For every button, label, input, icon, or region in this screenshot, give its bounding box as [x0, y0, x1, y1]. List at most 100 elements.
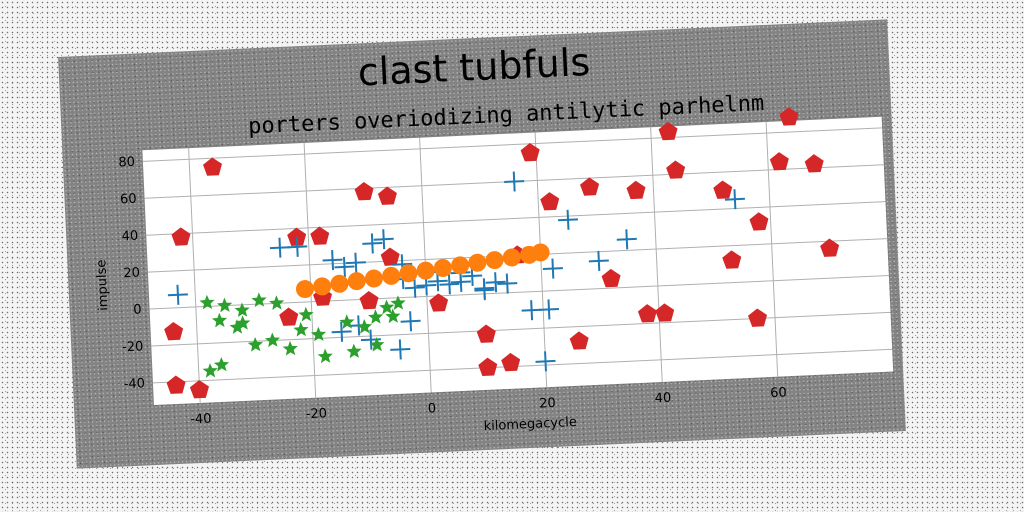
star-point: [229, 319, 245, 334]
y-tick-label: 40: [121, 229, 138, 245]
plus-point: [588, 250, 609, 271]
star-point: [390, 295, 406, 310]
x-tick-label: 0: [427, 401, 436, 416]
pentagon-point: [626, 180, 646, 200]
star-point: [199, 294, 215, 310]
pentagon-point: [769, 152, 789, 171]
x-grid-line: [765, 121, 779, 377]
pentagon-point: [637, 304, 657, 323]
pentagon-point: [713, 180, 733, 199]
star-point: [202, 363, 218, 378]
plus-point-v: [370, 233, 374, 254]
plus-point-v: [354, 252, 358, 273]
plus-point: [404, 277, 425, 298]
circle-point: [347, 272, 366, 291]
x-tick-label: 20: [539, 396, 556, 412]
star-point: [213, 356, 230, 372]
circle-point: [485, 251, 504, 270]
x-grid-line: [650, 127, 663, 382]
plus-point: [390, 339, 411, 360]
star-point: [264, 332, 281, 348]
x-axis-label: kilomegacycle: [483, 415, 577, 434]
x-tick-label: 40: [654, 391, 671, 407]
x-tick-label: -20: [305, 406, 327, 422]
circle-point: [433, 258, 452, 277]
star-point: [298, 306, 314, 322]
plus-point-v: [544, 351, 547, 372]
plus-point: [542, 258, 563, 279]
plus-point: [167, 284, 188, 305]
plus-point-v: [340, 321, 344, 342]
pentagon-point: [569, 331, 589, 350]
pentagon-point: [359, 290, 379, 310]
plus-point-v: [551, 258, 555, 279]
plus-point: [322, 250, 343, 271]
circle-point: [531, 243, 550, 262]
circle-point: [382, 266, 401, 285]
pentagon-point: [804, 154, 824, 173]
pentagon-point: [166, 375, 186, 394]
x-grid-line: [303, 142, 317, 398]
y-grid-line: [142, 127, 883, 162]
pentagon-point: [748, 308, 768, 327]
circle-point: [330, 274, 349, 293]
plus-point-v: [382, 229, 386, 250]
plus-point-v: [176, 284, 180, 305]
star-point: [346, 343, 362, 359]
pentagon-point: [380, 247, 400, 266]
plus-point: [334, 256, 355, 277]
tick-labels: -40 -20 0 20 40 60 -40 -20 0 20 40 60 80: [118, 155, 787, 428]
pentagon-point: [279, 307, 299, 326]
pentagon-point: [310, 226, 330, 245]
plus-point: [521, 300, 542, 321]
star-point: [293, 321, 309, 337]
plus-point-v: [733, 189, 737, 210]
circle-point: [295, 280, 314, 299]
plus-point-v: [331, 250, 335, 271]
circle-point: [468, 253, 487, 272]
star-point: [211, 312, 228, 328]
plus-point-v: [447, 274, 451, 295]
pentagon-point: [655, 303, 675, 322]
plus-point-v: [482, 278, 486, 299]
star-point: [356, 319, 373, 334]
pentagon-point: [520, 143, 540, 162]
plus-point-v: [547, 299, 551, 320]
plus-point-v: [505, 273, 509, 294]
star-point: [282, 340, 298, 356]
star-point: [369, 336, 385, 352]
pentagon-point: [377, 186, 397, 205]
pentagon-point: [189, 380, 209, 399]
plus-point: [400, 311, 421, 332]
plus-point: [269, 237, 290, 258]
plus-point-v: [278, 237, 282, 258]
y-tick-label: 80: [118, 155, 135, 171]
plus-point: [373, 229, 394, 250]
plus-point: [331, 321, 352, 342]
pentagon-point: [666, 160, 686, 179]
pentagon-point: [749, 212, 769, 231]
circle-point: [399, 264, 418, 283]
chart-title: clast tubfuls: [357, 40, 591, 94]
pentagon-point: [580, 177, 600, 196]
pentagon-point: [429, 293, 449, 312]
chart-figure: clast tubfuls porters overiodizing antil…: [58, 19, 906, 469]
pentagon-point: [722, 250, 742, 269]
pentagon-point: [601, 268, 621, 288]
y-grid-line: [146, 201, 886, 236]
y-tick-label: 20: [123, 266, 140, 282]
plus-point-v: [409, 311, 413, 332]
y-tick-label: -20: [122, 339, 144, 355]
star-point: [234, 302, 250, 318]
star-point: [251, 292, 267, 308]
circle-point: [502, 248, 521, 267]
pentagon-point: [287, 227, 307, 246]
plus-point: [535, 351, 556, 372]
circle-point: [416, 261, 435, 280]
star-point: [235, 315, 251, 331]
star-point: [385, 308, 401, 324]
plus-point-v: [398, 339, 402, 360]
plus-point-v: [369, 329, 373, 350]
y-grid-line: [152, 348, 893, 384]
pentagon-point: [354, 181, 374, 201]
